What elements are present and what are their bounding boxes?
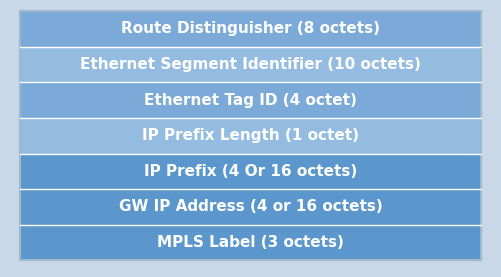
Text: Ethernet Tag ID (4 octet): Ethernet Tag ID (4 octet) [144, 93, 357, 108]
FancyBboxPatch shape [20, 153, 481, 189]
FancyBboxPatch shape [20, 82, 481, 118]
Text: GW IP Address (4 or 16 octets): GW IP Address (4 or 16 octets) [119, 199, 382, 214]
Text: Ethernet Segment Identifier (10 octets): Ethernet Segment Identifier (10 octets) [80, 57, 421, 72]
Text: MPLS Label (3 octets): MPLS Label (3 octets) [157, 235, 344, 250]
FancyBboxPatch shape [20, 118, 481, 153]
FancyBboxPatch shape [20, 225, 481, 260]
FancyBboxPatch shape [20, 11, 481, 47]
FancyBboxPatch shape [20, 189, 481, 225]
FancyBboxPatch shape [20, 47, 481, 82]
Text: Route Distinguisher (8 octets): Route Distinguisher (8 octets) [121, 21, 380, 36]
Text: IP Prefix (4 Or 16 octets): IP Prefix (4 Or 16 octets) [144, 164, 357, 179]
Text: IP Prefix Length (1 octet): IP Prefix Length (1 octet) [142, 128, 359, 143]
